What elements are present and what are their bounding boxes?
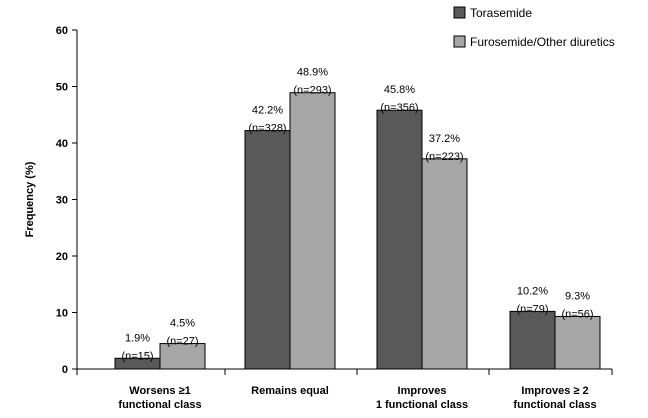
- n-label: (n=56): [561, 308, 593, 320]
- data-labels: (n=15) 1.9% (n=328) 42.2% (n=356) 45.8% (n=79)…: [121, 67, 593, 363]
- y-axis: 0 10 20 30 40 50 60: [56, 25, 78, 376]
- percent-label: 48.9%: [297, 67, 328, 79]
- bar-furosemide-2: [421, 158, 468, 370]
- legend-label: Torasemide: [470, 6, 532, 20]
- y-tick-label: 60: [56, 25, 68, 37]
- bar-torasemide-3: [509, 310, 556, 370]
- n-label: (n=79): [516, 303, 548, 315]
- category-label: Improves ≥ 2: [521, 385, 588, 397]
- n-label: (n=15): [121, 350, 153, 362]
- percent-label: 37.2%: [429, 133, 460, 145]
- bar-furosemide-0: [159, 343, 206, 370]
- n-label: (n=328): [248, 123, 286, 135]
- percent-label: 1.9%: [125, 332, 150, 344]
- percent-label: 4.5%: [170, 318, 195, 330]
- legend-swatch: [453, 6, 466, 19]
- percent-label: 45.8%: [384, 84, 415, 96]
- category-label: 1 functional class: [376, 399, 468, 411]
- y-tick-label: 50: [56, 82, 68, 94]
- y-tick-label: 0: [62, 364, 68, 376]
- bar-furosemide-3: [554, 315, 601, 370]
- n-label: (n=223): [425, 151, 463, 163]
- percent-label: 9.3%: [565, 290, 590, 302]
- y-tick-label: 40: [56, 138, 68, 150]
- y-axis-title: Frequency (%): [24, 161, 36, 237]
- bar-torasemide-1: [244, 130, 291, 370]
- n-label: (n=356): [380, 102, 418, 114]
- y-tick-label: 30: [56, 195, 68, 207]
- legend: Torasemide Furosemide/Other diuretics: [453, 6, 615, 49]
- bars: [114, 92, 601, 370]
- category-label: functional class: [513, 399, 596, 411]
- percent-label: 42.2%: [252, 105, 283, 117]
- y-tick-label: 10: [56, 308, 68, 320]
- category-label: Worsens ≥1: [129, 385, 190, 397]
- category-label: Remains equal: [251, 385, 329, 397]
- category-label: functional class: [118, 399, 201, 411]
- legend-swatch: [453, 35, 466, 48]
- n-label: (n=293): [293, 85, 331, 97]
- n-label: (n=27): [166, 336, 198, 348]
- y-tick-label: 20: [56, 251, 68, 263]
- x-axis: Worsens ≥1 functional class Remains equal I…: [76, 368, 613, 411]
- percent-label: 10.2%: [517, 285, 548, 297]
- bar-furosemide-1: [289, 92, 336, 370]
- legend-label: Furosemide/Other diuretics: [470, 35, 615, 49]
- bar-torasemide-2: [376, 109, 423, 370]
- category-label: Improves: [398, 385, 447, 397]
